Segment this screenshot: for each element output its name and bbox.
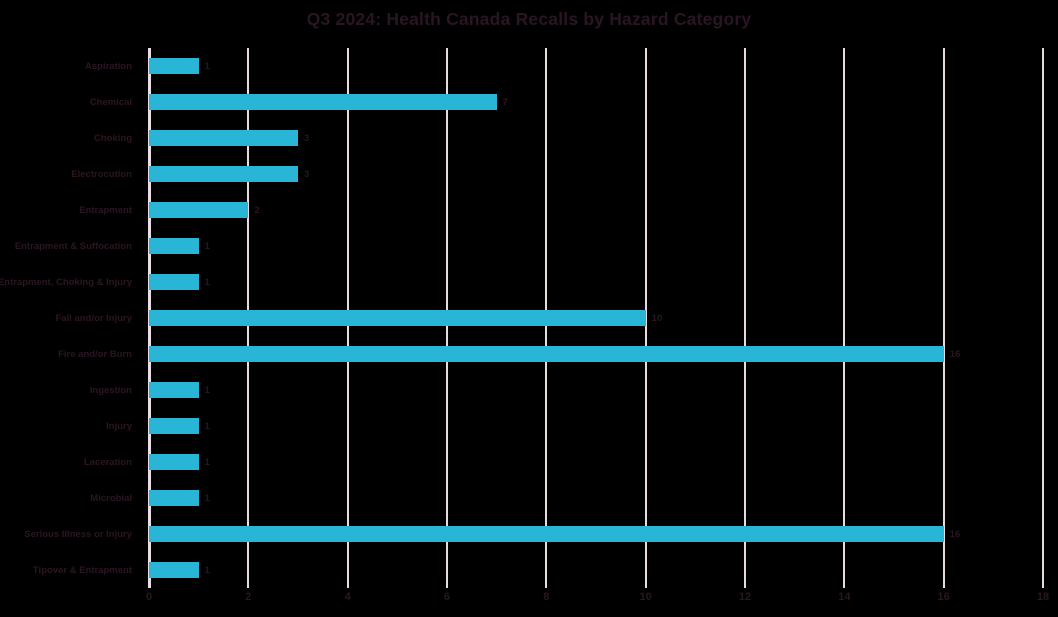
category-label: Ingestion (89, 384, 132, 396)
bar-row: 10 (149, 300, 1043, 336)
bar (149, 94, 497, 110)
gridline-x-14 (843, 48, 846, 588)
bar (149, 490, 199, 506)
bar-value-label: 3 (303, 168, 310, 180)
bar-value-label: 1 (204, 420, 210, 432)
bar-value-label: 3 (303, 132, 310, 144)
bar-value-label: 1 (204, 456, 210, 468)
category-label: Aspiration (85, 60, 132, 72)
gridline-x-12 (743, 48, 746, 588)
bar-row: 2 (149, 192, 1043, 228)
bar (149, 238, 199, 254)
category-label: Microbial (90, 492, 132, 504)
bar (149, 166, 298, 182)
category-label: Injury (106, 420, 132, 432)
x-tick-label-4: 4 (344, 591, 351, 603)
gridline-x-10 (644, 48, 647, 588)
bar (149, 274, 199, 290)
bar-value-label: 1 (204, 492, 210, 504)
category-label: Laceration (83, 456, 132, 468)
bar-value-label: 1 (204, 276, 210, 288)
category-label: Entrapment (79, 204, 132, 216)
bar-row: 3 (149, 156, 1043, 192)
x-tick-label-12: 12 (738, 591, 752, 603)
bar-value-label: 16 (949, 528, 961, 540)
bar (149, 454, 199, 470)
bar-value-label: 16 (949, 348, 961, 360)
bar-row: 1 (149, 444, 1043, 480)
category-label: Electrocution (71, 168, 132, 180)
x-axis-tick-labels: 0 2 4 6 8 10 12 14 16 18 (145, 591, 1049, 607)
x-tick-label-8: 8 (543, 591, 550, 603)
bar-row: 1 (149, 408, 1043, 444)
bar (149, 130, 298, 146)
x-tick-label-18: 18 (1036, 591, 1050, 603)
x-tick-label-10: 10 (639, 591, 652, 603)
bar-row: 1 (149, 552, 1043, 588)
y-axis-category-labels: Aspiration Chemical Choking Electrocution En… (0, 48, 141, 588)
x-tick-label-6: 6 (443, 591, 451, 603)
bar (149, 58, 199, 74)
bar (149, 562, 199, 578)
bar-value-label: 10 (651, 312, 663, 324)
gridline-x-18 (1042, 48, 1044, 588)
x-tick-label-14: 14 (838, 591, 851, 603)
bar (149, 310, 646, 326)
bar-value-label: 1 (204, 60, 210, 72)
bar (149, 526, 944, 542)
bar-value-label: 1 (204, 564, 210, 576)
x-tick-label-16: 16 (937, 591, 950, 603)
category-label: Chemical (89, 96, 132, 108)
category-label: Fire and/or Burn (58, 348, 132, 360)
gridline-x-16 (942, 48, 945, 588)
bar-row: 3 (149, 120, 1043, 156)
chart-title: Q3 2024: Health Canada Recalls by Hazard… (306, 9, 752, 29)
plot-area: 1 7 3 3 2 1 1 10 16 1 1 1 1 16 1 (148, 48, 1044, 588)
category-label: Entrapment & Suffocation (14, 240, 132, 252)
bar (149, 346, 944, 362)
bar (149, 382, 199, 398)
bar-value-label: 1 (204, 240, 210, 252)
bar-value-label: 1 (204, 384, 210, 396)
bar-row: 16 (149, 516, 1043, 552)
bar-row: 1 (149, 48, 1043, 84)
bar (149, 418, 199, 434)
category-label: Serious Illness or Injury (24, 528, 132, 540)
bar-row: 7 (149, 84, 1043, 120)
bar-row: 1 (149, 228, 1043, 264)
bar-row: 1 (149, 480, 1043, 516)
category-label: Tipover & Entrapment (32, 564, 132, 576)
x-tick-label-0: 0 (145, 591, 153, 603)
x-tick-label-2: 2 (245, 591, 252, 603)
category-label: Choking (94, 132, 132, 144)
bar-row: 1 (149, 264, 1043, 300)
category-label: Fall and/or Injury (55, 312, 132, 324)
bar-row: 1 (149, 372, 1043, 408)
bar (149, 202, 249, 218)
bar-value-label: 2 (254, 204, 260, 216)
bars-container: 1 7 3 3 2 1 1 10 16 1 1 1 1 16 1 (149, 48, 1043, 588)
bar-value-label: 7 (502, 96, 508, 108)
bar-row: 16 (149, 336, 1043, 372)
category-label: Entrapment, Choking & Injury (0, 276, 132, 288)
